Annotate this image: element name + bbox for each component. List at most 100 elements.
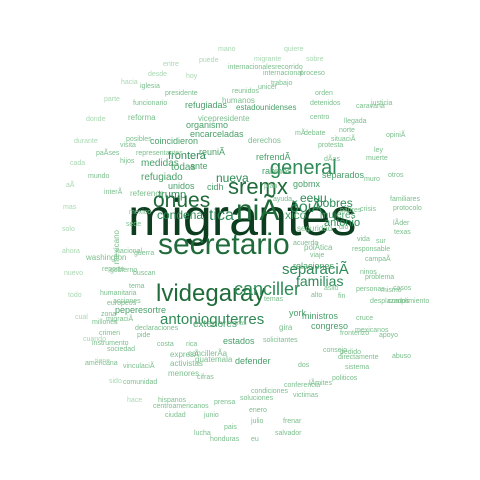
word-w110: nacional <box>116 248 143 255</box>
word-w151: interÃ <box>104 189 123 196</box>
word-w164: alto <box>311 292 323 299</box>
word-w181: quiere <box>284 46 304 53</box>
word-w2: secretario <box>158 228 290 261</box>
word-w62: condiciones <box>251 388 288 395</box>
word-w115: personas <box>356 286 385 293</box>
word-w80: otros <box>388 172 404 179</box>
word-w20: frontera <box>168 150 206 162</box>
word-w76: muro <box>364 176 380 183</box>
word-w126: asilo <box>324 285 339 292</box>
word-w159: sociedad <box>107 346 136 353</box>
word-w15: tica <box>209 207 234 224</box>
word-w146: migraciÃ <box>106 316 134 323</box>
word-w81: mexico <box>129 209 152 216</box>
word-w137: hispanos <box>158 397 187 404</box>
word-w102: viaje <box>310 252 325 259</box>
word-w17: nueva <box>216 171 249 185</box>
word-w45: menores <box>168 369 200 378</box>
word-w67: justicia <box>371 100 393 107</box>
word-w197: cuando <box>83 336 106 343</box>
word-w40: ante <box>190 161 208 171</box>
word-w71: ninos <box>360 269 377 276</box>
word-w89: centro <box>310 114 330 121</box>
word-w141: lÃmites <box>309 380 332 387</box>
word-w156: europeos <box>107 300 137 307</box>
word-w86: buscan <box>133 270 156 277</box>
word-w90: padres <box>340 207 362 214</box>
word-w183: entre <box>163 61 179 68</box>
word-w85: tema <box>129 283 145 290</box>
word-w199: sido <box>109 378 122 385</box>
word-w157: costa <box>157 341 174 348</box>
word-w61: instrumento <box>92 340 129 347</box>
word-w175: honduras <box>210 436 240 443</box>
word-w194: nuevo <box>64 270 84 277</box>
word-w103: opiniÃ <box>386 132 406 139</box>
word-w117: directamente <box>338 354 379 361</box>
word-w136: cifras <box>197 374 214 381</box>
word-w55: seguridad <box>297 224 333 233</box>
word-w31: separados <box>322 170 365 180</box>
word-w46: polÃtica <box>304 243 333 252</box>
word-w135: funcionario <box>133 100 168 107</box>
word-w73: internacionalesrecorrido <box>228 64 303 71</box>
word-w114: americana <box>85 360 118 367</box>
word-w44: defender <box>235 356 271 366</box>
word-w187: donde <box>86 116 106 123</box>
word-w122: proceso <box>300 70 325 77</box>
word-w97: llegada <box>344 118 367 125</box>
word-w23: todas <box>171 162 196 173</box>
word-w5: niÃ <box>236 194 280 227</box>
word-w12: ðoiÃ <box>290 199 323 216</box>
word-w112: crimen <box>99 330 121 337</box>
word-w109: debate <box>304 130 326 137</box>
word-w120: situaciÃ <box>331 136 356 143</box>
word-w47: gira <box>279 323 293 332</box>
word-w108: sistema <box>345 364 370 371</box>
word-w58: estadounidenses <box>236 103 297 112</box>
word-w185: hacia <box>121 79 138 86</box>
word-w158: rica <box>186 341 198 348</box>
word-w39: cidh <box>207 182 224 192</box>
word-w49: reference <box>130 189 164 198</box>
word-w87: guerra <box>134 250 155 257</box>
word-w32: encarceladas <box>190 129 244 139</box>
word-w16: condena <box>157 208 204 222</box>
word-w7: general <box>270 157 337 179</box>
word-w162: ciudad <box>165 412 186 419</box>
word-w1: migrantes <box>128 189 357 247</box>
word-w198: tiene <box>95 358 111 365</box>
word-w143: reporte <box>102 266 125 273</box>
word-w99: apoyo <box>379 332 399 339</box>
word-w189: cada <box>70 160 86 167</box>
word-w195: todo <box>68 292 82 299</box>
word-w121: orden <box>315 90 333 97</box>
word-w193: ahora <box>62 248 80 255</box>
word-w9: antonioguterres <box>160 311 265 328</box>
word-w177: hoy <box>186 73 198 80</box>
word-w8: canciller <box>234 279 301 299</box>
word-w186: parte <box>104 96 120 103</box>
word-w57: refugiadas <box>185 100 228 110</box>
word-w200: hace <box>127 397 143 404</box>
word-w52: cancillerÃa <box>188 349 228 358</box>
word-w138: norte <box>339 127 355 134</box>
word-w180: puede <box>199 57 219 64</box>
word-w152: declaraciones <box>135 325 179 332</box>
word-w38: unidos <box>168 181 195 191</box>
word-w140: victimas <box>293 392 319 399</box>
word-w48: guatemala <box>195 355 233 364</box>
word-w3: lvidegaray <box>156 280 266 307</box>
word-w149: millones <box>92 319 118 326</box>
word-w19: antonio <box>324 217 361 229</box>
word-w167: prensa <box>214 399 236 406</box>
word-w123: soluciones <box>240 395 274 402</box>
word-w27: ministros <box>302 311 339 321</box>
word-w93: dÃas <box>324 156 340 163</box>
word-w161: comunidad <box>123 379 158 386</box>
word-w160: vinculaciÃ <box>123 363 155 370</box>
word-w70: cruce <box>356 315 374 322</box>
word-w179: mano <box>218 46 236 53</box>
word-w178: migrante <box>254 56 282 63</box>
word-w125: responsable <box>352 246 391 253</box>
